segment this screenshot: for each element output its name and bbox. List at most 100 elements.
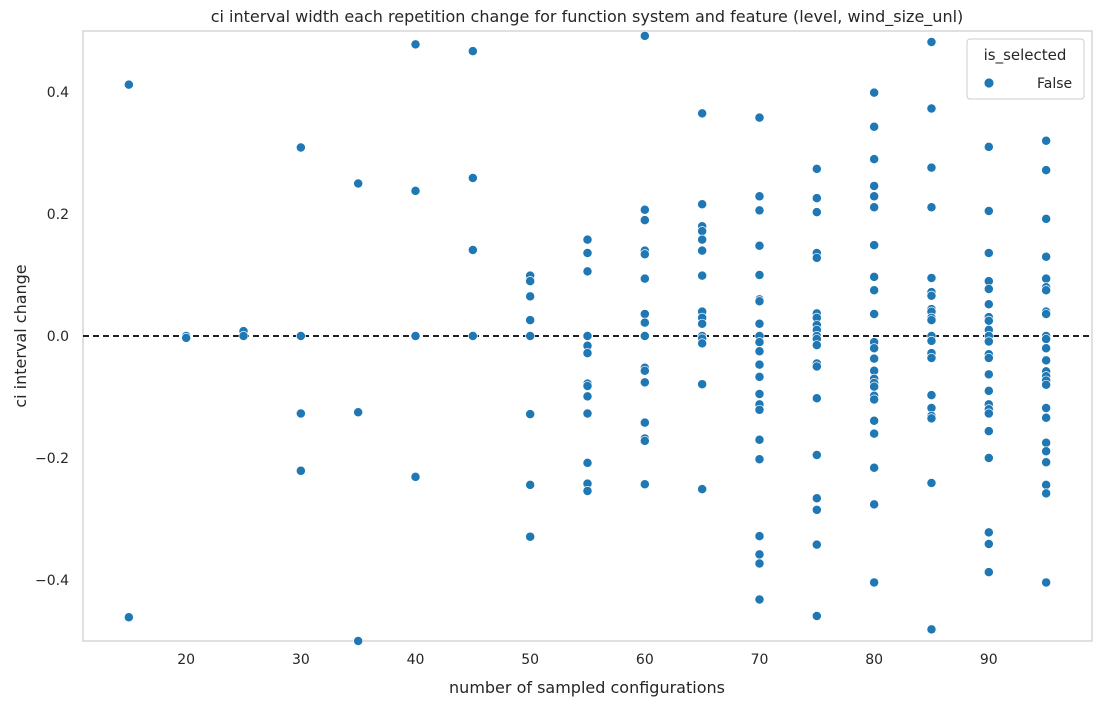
data-point: [983, 567, 994, 578]
data-point: [869, 180, 880, 191]
data-point: [1041, 334, 1052, 344]
data-point: [295, 465, 306, 476]
data-point: [869, 202, 880, 213]
data-point: [1041, 479, 1052, 490]
legend: is_selected False: [966, 38, 1085, 100]
data-point: [983, 284, 994, 294]
legend-box: [966, 38, 1085, 100]
data-point: [811, 163, 822, 174]
x-tick-label: 80: [865, 652, 883, 668]
data-point: [811, 252, 822, 263]
data-point: [639, 435, 650, 446]
data-point: [983, 453, 994, 463]
data-point: [410, 39, 421, 50]
data-point: [811, 450, 822, 460]
data-point: [926, 37, 937, 47]
data-point: [582, 348, 593, 359]
data-point: [467, 331, 478, 341]
data-point: [295, 142, 306, 153]
data-point: [869, 271, 880, 282]
data-point: [1041, 309, 1052, 319]
x-tick-label: 90: [980, 652, 998, 668]
data-point: [811, 611, 822, 621]
data-point: [811, 504, 822, 515]
data-point: [811, 393, 822, 404]
x-axis-ticks: 20 30 40 50 60 70 80 90: [177, 652, 997, 668]
data-point: [926, 413, 937, 424]
y-tick-label: 0.0: [47, 329, 69, 345]
data-point: [869, 381, 880, 392]
data-point: [869, 462, 880, 473]
data-point: [869, 428, 880, 439]
data-point: [1041, 488, 1052, 499]
data-point: [754, 337, 765, 348]
data-point: [525, 291, 536, 302]
data-point: [582, 485, 593, 496]
data-point: [811, 193, 822, 204]
x-tick-label: 40: [407, 652, 425, 668]
data-point: [869, 240, 880, 251]
data-point: [926, 353, 937, 363]
data-point: [811, 539, 822, 550]
data-point: [983, 205, 994, 216]
data-point: [353, 636, 364, 646]
data-point: [926, 390, 937, 401]
data-point: [525, 531, 536, 542]
data-point: [697, 318, 708, 329]
data-point: [639, 365, 650, 376]
data-point: [1041, 343, 1052, 354]
data-point: [410, 185, 421, 196]
data-point: [639, 377, 650, 388]
data-point: [754, 270, 765, 280]
data-point: [1041, 165, 1052, 176]
data-point: [869, 577, 880, 588]
data-point: [754, 112, 765, 123]
data-point: [754, 205, 765, 216]
data-point: [697, 338, 708, 349]
data-point: [467, 46, 478, 57]
data-point: [754, 318, 765, 329]
data-point: [582, 457, 593, 468]
data-point: [639, 204, 650, 215]
y-tick-label: −0.4: [35, 573, 69, 589]
data-point: [983, 299, 994, 310]
data-point: [639, 30, 650, 41]
y-tick-label: −0.2: [35, 451, 69, 467]
data-point: [869, 154, 880, 165]
data-point: [811, 493, 822, 504]
data-point: [754, 359, 765, 370]
data-point: [697, 245, 708, 256]
data-point: [983, 141, 994, 152]
data-point: [123, 612, 134, 623]
data-point: [1041, 437, 1052, 448]
data-point: [697, 379, 708, 390]
data-point: [811, 361, 822, 372]
data-point: [1041, 403, 1052, 413]
data-point: [869, 499, 880, 510]
data-point: [525, 315, 536, 326]
data-point: [697, 234, 708, 245]
data-point: [1041, 412, 1052, 423]
data-point: [811, 207, 822, 218]
data-point: [181, 332, 192, 343]
data-point: [582, 248, 593, 258]
data-point: [697, 226, 708, 237]
data-point: [754, 531, 765, 542]
data-point: [582, 381, 593, 391]
data-point: [983, 527, 994, 538]
data-point: [1041, 446, 1052, 457]
data-point: [869, 121, 880, 132]
data-point: [525, 276, 536, 287]
data-point: [697, 484, 708, 495]
data-point: [582, 234, 593, 245]
data-point: [926, 273, 937, 283]
data-point: [582, 266, 593, 277]
data-point: [639, 309, 650, 319]
data-point: [639, 331, 650, 341]
data-point: [983, 385, 994, 396]
data-point: [582, 391, 593, 402]
data-point: [754, 346, 765, 357]
data-point: [697, 108, 708, 119]
x-tick-label: 50: [521, 652, 539, 668]
data-points: [123, 30, 1052, 646]
